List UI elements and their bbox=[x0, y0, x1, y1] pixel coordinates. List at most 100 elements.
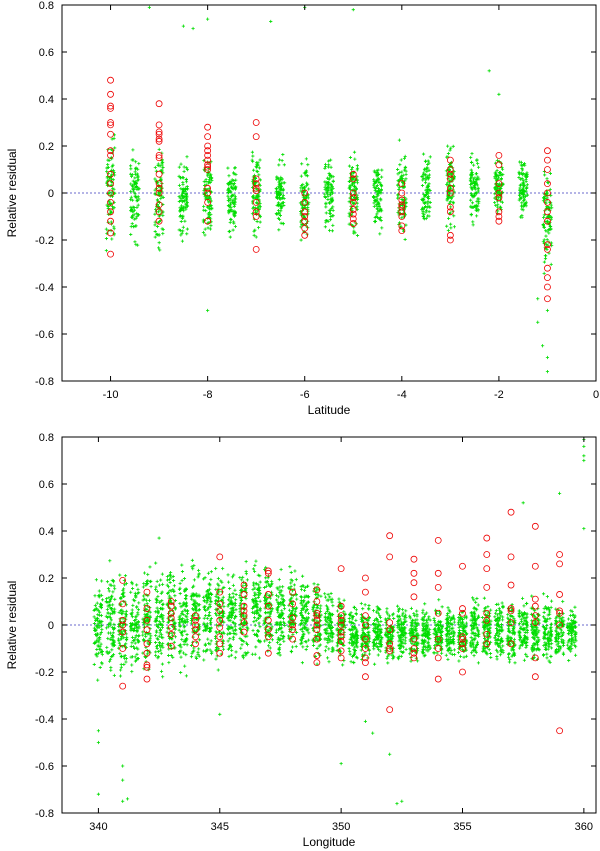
data-point bbox=[203, 233, 207, 237]
data-point bbox=[141, 585, 145, 589]
data-point bbox=[475, 177, 479, 181]
data-point bbox=[197, 638, 202, 642]
data-point bbox=[550, 206, 554, 210]
data-point bbox=[100, 598, 105, 602]
data-point bbox=[209, 203, 213, 208]
data-point bbox=[299, 595, 304, 599]
data-point bbox=[545, 177, 549, 181]
data-point bbox=[472, 194, 476, 199]
y-axis-label: Relative residual bbox=[5, 149, 19, 238]
highlighted-point bbox=[155, 100, 163, 108]
data-point bbox=[331, 179, 335, 183]
data-point bbox=[352, 184, 356, 189]
data-point bbox=[525, 183, 529, 187]
data-point bbox=[536, 297, 540, 301]
data-point bbox=[208, 227, 213, 231]
data-point bbox=[180, 196, 184, 200]
data-point bbox=[153, 223, 157, 227]
data-point bbox=[268, 646, 272, 650]
data-point bbox=[302, 588, 307, 592]
x-tick-label: -2 bbox=[494, 389, 504, 401]
data-point bbox=[501, 644, 505, 648]
data-point bbox=[496, 209, 500, 213]
data-point bbox=[132, 225, 136, 229]
data-point bbox=[281, 193, 285, 197]
data-point bbox=[234, 608, 238, 612]
data-point bbox=[105, 203, 109, 207]
data-point bbox=[208, 605, 212, 609]
data-point bbox=[402, 168, 407, 172]
data-point bbox=[278, 589, 282, 593]
data-point bbox=[130, 184, 134, 188]
data-point bbox=[245, 578, 249, 582]
data-point bbox=[517, 175, 521, 180]
data-point bbox=[421, 647, 425, 651]
data-point bbox=[354, 612, 358, 616]
data-point bbox=[206, 172, 210, 176]
data-point bbox=[136, 608, 141, 612]
data-point bbox=[282, 203, 286, 208]
data-point bbox=[372, 662, 377, 666]
data-point bbox=[229, 218, 233, 222]
data-point bbox=[136, 587, 140, 591]
data-point bbox=[403, 237, 407, 242]
data-point bbox=[179, 162, 183, 166]
data-point bbox=[351, 182, 355, 186]
data-point bbox=[228, 586, 232, 591]
data-point bbox=[396, 183, 400, 188]
data-point bbox=[472, 185, 476, 189]
highlighted-point bbox=[204, 133, 212, 141]
data-point bbox=[476, 207, 480, 212]
data-point bbox=[250, 652, 254, 656]
data-point bbox=[493, 615, 497, 619]
data-point bbox=[473, 191, 477, 195]
data-point bbox=[522, 196, 526, 200]
data-point bbox=[251, 199, 255, 203]
data-point bbox=[449, 178, 453, 182]
data-point bbox=[496, 602, 500, 606]
data-point bbox=[281, 189, 285, 193]
data-point bbox=[446, 144, 450, 148]
data-point bbox=[156, 163, 160, 168]
data-point bbox=[131, 198, 135, 202]
data-point bbox=[251, 588, 255, 592]
data-point bbox=[422, 171, 426, 175]
data-point bbox=[295, 597, 299, 601]
data-point bbox=[494, 203, 498, 207]
data-point bbox=[330, 214, 334, 218]
data-point bbox=[257, 207, 261, 211]
data-point bbox=[213, 599, 218, 603]
data-point bbox=[106, 158, 110, 162]
data-point bbox=[93, 618, 98, 623]
data-point bbox=[280, 609, 284, 613]
data-point bbox=[232, 221, 236, 225]
data-point bbox=[475, 214, 479, 218]
data-point bbox=[500, 601, 504, 605]
data-point bbox=[396, 630, 400, 635]
data-point bbox=[161, 213, 165, 218]
data-point bbox=[282, 607, 287, 611]
data-point bbox=[493, 200, 497, 205]
data-point bbox=[354, 608, 358, 612]
data-point bbox=[275, 187, 279, 191]
data-point bbox=[452, 214, 456, 218]
data-point bbox=[157, 191, 161, 196]
data-point bbox=[496, 203, 500, 207]
data-point bbox=[469, 173, 473, 177]
data-point bbox=[374, 199, 378, 203]
data-point bbox=[209, 652, 214, 656]
data-point bbox=[324, 202, 328, 206]
data-point bbox=[119, 655, 123, 659]
data-point bbox=[395, 167, 400, 172]
data-point bbox=[355, 193, 359, 197]
data-point bbox=[375, 190, 379, 194]
data-point bbox=[137, 213, 141, 217]
data-point bbox=[136, 613, 140, 617]
data-point bbox=[329, 183, 334, 187]
data-point bbox=[311, 643, 316, 648]
data-point bbox=[422, 167, 427, 171]
data-point bbox=[399, 174, 404, 178]
data-point bbox=[250, 179, 255, 183]
data-point bbox=[181, 175, 185, 180]
data-point bbox=[475, 190, 479, 194]
